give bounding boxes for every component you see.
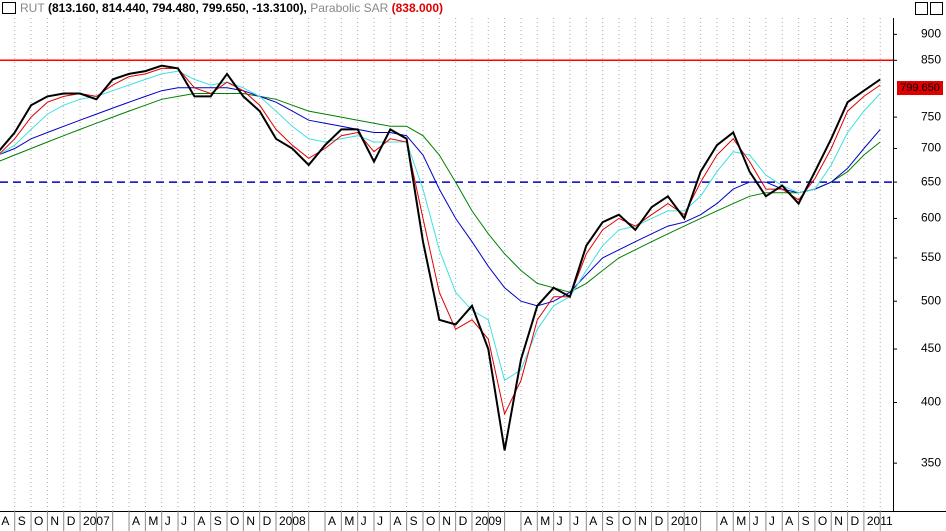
x-tick-label: N [246, 514, 255, 528]
x-tick-label: J [557, 514, 563, 528]
x-tick-label: N [442, 514, 451, 528]
x-tick-label: J [769, 514, 775, 528]
x-tick-label: A [785, 514, 793, 528]
series-line [0, 70, 881, 382]
x-tick-label: D [459, 514, 468, 528]
x-tick-label: O [622, 514, 631, 528]
x-tick-label: J [181, 514, 187, 528]
y-tick-label: 750 [921, 109, 941, 123]
y-tick-label: 900 [921, 27, 941, 41]
last-value-box [897, 81, 943, 96]
x-tick-label: S [18, 514, 26, 528]
x-tick-label: A [393, 514, 401, 528]
series-line [0, 67, 881, 416]
x-tick-label: N [638, 514, 647, 528]
restore-button[interactable] [915, 2, 928, 15]
x-tick-label: S [410, 514, 418, 528]
y-tick-label: 850 [921, 52, 941, 66]
indicator-value: (838.000) [391, 1, 444, 15]
series-line [0, 87, 881, 307]
x-tick-label: O [34, 514, 43, 528]
x-tick-label: S [802, 514, 810, 528]
x-tick-label: D [263, 514, 272, 528]
plot-area [0, 18, 893, 511]
x-tick-label: A [197, 514, 205, 528]
y-tick-label: 350 [921, 455, 941, 469]
x-tick-label: D [851, 514, 860, 528]
x-tick-label: N [50, 514, 59, 528]
x-tick-label: M [148, 514, 158, 528]
ohlc: (813.160, 814.440, 794.480, 799.650, -13… [48, 1, 307, 15]
x-tick-label: A [524, 514, 532, 528]
y-tick-label: 650 [921, 174, 941, 188]
y-tick-label: 400 [921, 395, 941, 409]
x-tick-label: M [736, 514, 746, 528]
series-line [0, 93, 881, 293]
x-tick-label: J [573, 514, 579, 528]
x-tick-label: O [818, 514, 827, 528]
y-tick-label: 550 [921, 250, 941, 264]
x-tick-label: A [720, 514, 728, 528]
chart-header: RUT (813.160, 814.440, 794.480, 799.650,… [0, 0, 946, 18]
x-tick-label: D [67, 514, 76, 528]
x-tick-label: N [834, 514, 843, 528]
indicator-name: Parabolic SAR [310, 1, 389, 15]
x-tick-label: A [328, 514, 336, 528]
window-icon[interactable] [2, 2, 16, 14]
x-tick-label: J [361, 514, 367, 528]
x-tick-label: S [214, 514, 222, 528]
x-tick-label: A [132, 514, 140, 528]
x-tick-label: M [344, 514, 354, 528]
x-tick-label: A [1, 514, 9, 528]
x-tick-label: A [589, 514, 597, 528]
y-tick-label: 500 [921, 293, 941, 307]
x-tick-label: O [426, 514, 435, 528]
x-tick-label: J [753, 514, 759, 528]
chart: A S O N D 2007 A M J J A S O N D 2008 A M J J A S O N D 2009 A M J J A… [0, 18, 946, 531]
x-tick-label: J [165, 514, 171, 528]
x-tick-label: O [230, 514, 239, 528]
close-button[interactable] [930, 2, 943, 15]
y-tick-label: 700 [921, 141, 941, 155]
symbol: RUT [20, 1, 45, 15]
x-tick-label: S [606, 514, 614, 528]
x-tick-label: D [655, 514, 664, 528]
last-value-label: 799.650 [900, 82, 940, 94]
y-tick-label: 450 [921, 341, 941, 355]
y-tick-label: 600 [921, 211, 941, 225]
x-tick-label: M [540, 514, 550, 528]
series-line [0, 64, 881, 451]
x-tick-label: J [377, 514, 383, 528]
